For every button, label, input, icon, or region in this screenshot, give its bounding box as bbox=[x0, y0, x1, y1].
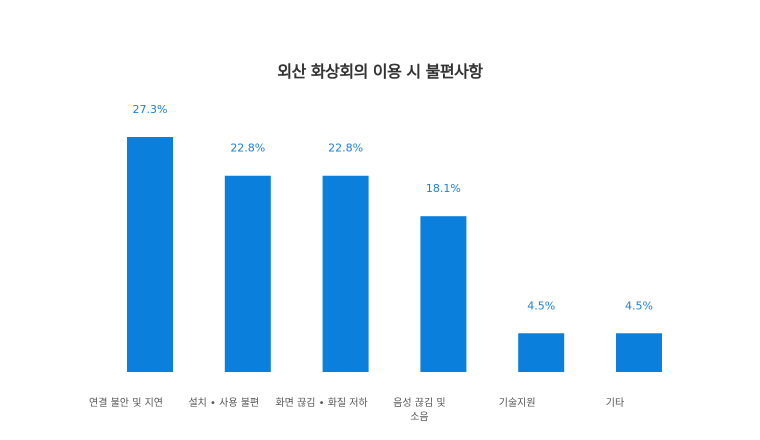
bar-1 bbox=[224, 175, 271, 372]
category-label-0: 연결 불안 및 지연 bbox=[89, 397, 163, 409]
value-label-1: 22.8% bbox=[230, 142, 265, 155]
bar-5 bbox=[616, 333, 662, 372]
bar-4 bbox=[518, 333, 565, 372]
category-label-5: 기타 bbox=[606, 397, 624, 409]
bar-3 bbox=[420, 216, 467, 372]
category-label-2: 화면 끊김 • 화질 저하 bbox=[275, 396, 367, 409]
value-label-0: 27.3% bbox=[133, 103, 168, 116]
bar-2 bbox=[322, 175, 369, 372]
category-label-3: 음성 끊김 및 소음 bbox=[393, 397, 445, 423]
value-label-5: 4.5% bbox=[625, 299, 653, 312]
category-label-4: 기술지원 bbox=[499, 397, 536, 409]
value-label-3: 18.1% bbox=[426, 182, 461, 195]
value-label-2: 22.8% bbox=[328, 142, 363, 155]
category-label-1: 설치 • 사용 불편 bbox=[188, 397, 259, 409]
value-label-4: 4.5% bbox=[527, 299, 555, 312]
chart-title: 외산 화상회의 이용 시 불편사항 bbox=[277, 62, 483, 81]
bar-0 bbox=[127, 137, 173, 372]
